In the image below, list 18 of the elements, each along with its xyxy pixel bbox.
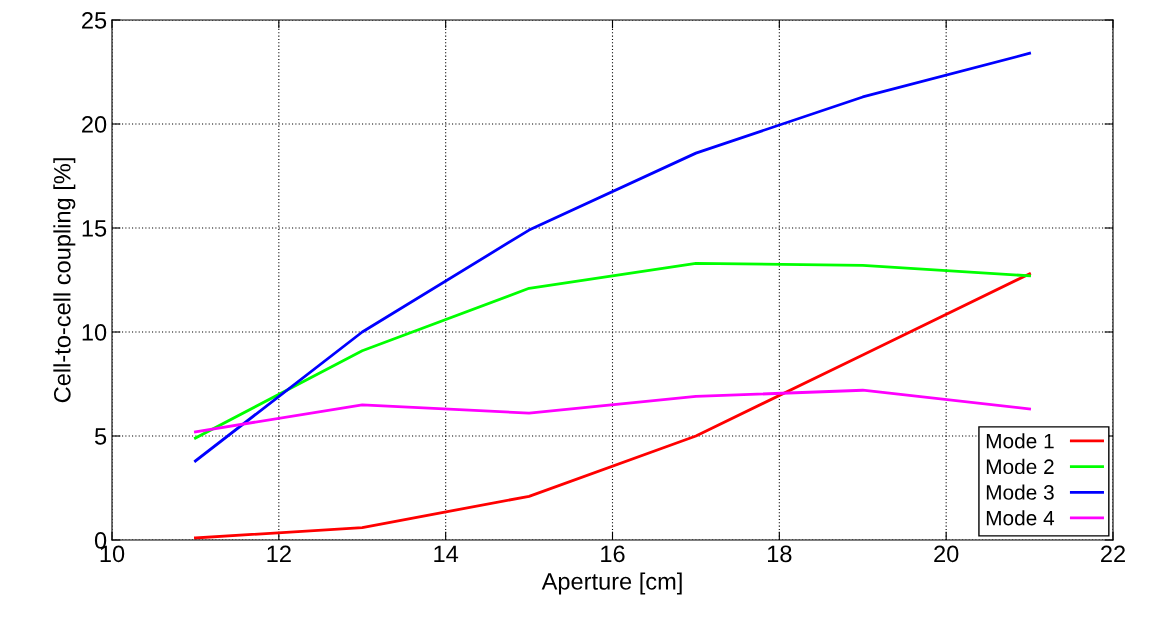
line-series bbox=[194, 388, 1031, 434]
x-tick-label: 22 bbox=[1101, 545, 1125, 562]
legend-label: Mode 1 bbox=[986, 433, 1054, 449]
x-tick-label: 18 bbox=[768, 545, 792, 563]
x-tick-label: 12 bbox=[267, 545, 291, 562]
legend-label: Mode 3 bbox=[986, 484, 1054, 500]
y-tick-label: 10 bbox=[82, 324, 107, 341]
y-tick-label: 15 bbox=[82, 220, 107, 237]
y-tick-label: 5 bbox=[94, 428, 107, 445]
x-tick-label: 14 bbox=[434, 545, 459, 562]
legend-label: Mode 2 bbox=[986, 458, 1054, 475]
x-axis-title: Aperture [cm] bbox=[541, 572, 682, 595]
y-tick-label: 20 bbox=[82, 116, 107, 133]
legend-label: Mode 4 bbox=[986, 510, 1055, 526]
y-axis-title: Cell-to-cell coupling [%] bbox=[53, 158, 76, 403]
x-tick-label: 16 bbox=[601, 545, 625, 563]
x-tick-label: 20 bbox=[934, 545, 959, 563]
y-tick-label: 25 bbox=[82, 12, 107, 29]
